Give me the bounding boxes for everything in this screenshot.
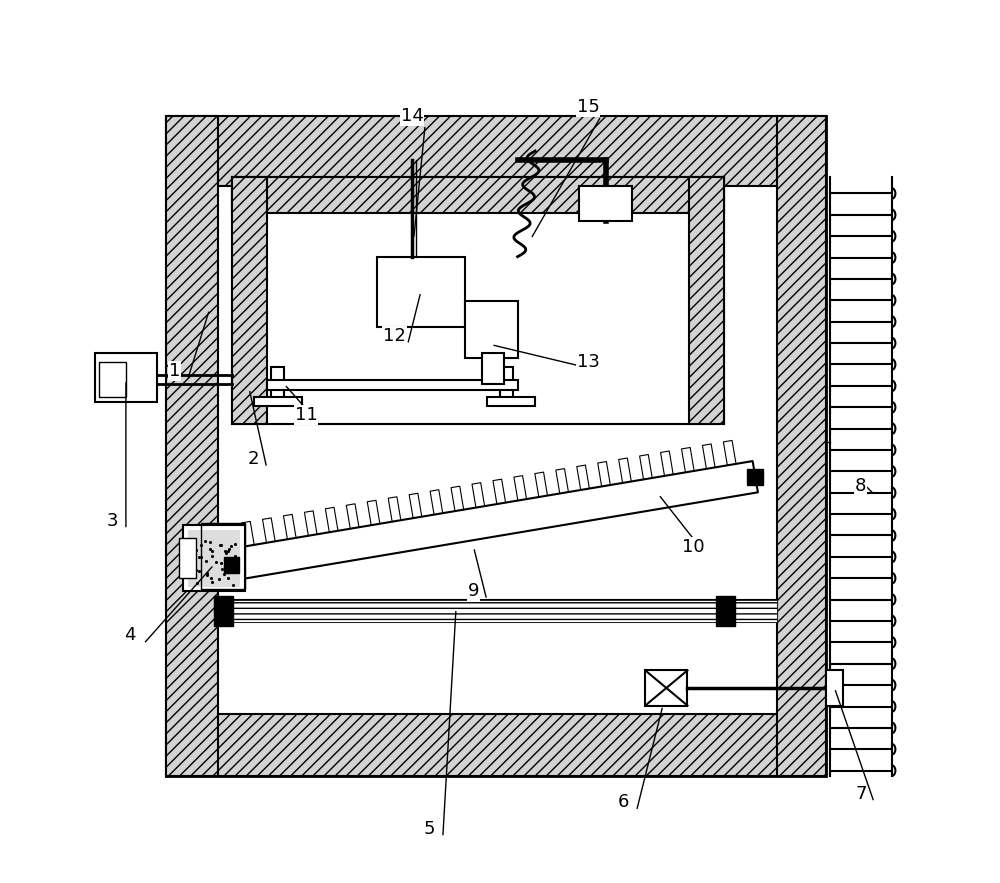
Point (212, 538, 228, 552)
Point (218, 546, 234, 560)
Point (199, 566, 215, 580)
Point (204, 544, 220, 558)
Point (213, 555, 229, 570)
Point (217, 558, 233, 572)
Text: 2: 2 (248, 450, 259, 468)
Bar (716, 595, 735, 626)
Bar (179, 539, 196, 578)
Point (199, 568, 215, 582)
Point (202, 535, 218, 549)
Bar (214, 595, 233, 626)
Text: 6: 6 (618, 794, 629, 811)
Point (204, 575, 220, 589)
Polygon shape (229, 461, 758, 580)
Bar (482, 353, 504, 384)
Bar (645, 670, 687, 706)
Text: 13: 13 (577, 353, 599, 371)
Point (188, 543, 204, 557)
Bar (95, 353, 157, 402)
Bar (579, 186, 632, 222)
Bar (777, 116, 826, 776)
Point (226, 557, 242, 571)
Text: 15: 15 (577, 98, 599, 116)
Point (189, 577, 205, 591)
Point (193, 538, 209, 552)
Bar (166, 116, 826, 776)
Point (208, 555, 224, 569)
Bar (232, 177, 267, 424)
Text: 9: 9 (468, 582, 479, 600)
Point (202, 542, 218, 556)
Bar (747, 469, 763, 485)
Text: 14: 14 (401, 107, 423, 125)
Point (198, 554, 214, 568)
Bar (99, 362, 126, 397)
Point (220, 544, 236, 558)
Point (218, 555, 234, 570)
Bar (218, 600, 777, 622)
Point (184, 562, 200, 577)
Bar (188, 530, 240, 586)
Point (227, 537, 243, 551)
Point (185, 549, 201, 563)
Text: 12: 12 (383, 327, 406, 345)
Point (214, 562, 230, 576)
Text: 1: 1 (169, 362, 180, 380)
Point (220, 570, 236, 585)
Text: 3: 3 (107, 512, 118, 530)
Bar (500, 366, 513, 402)
Point (223, 539, 239, 553)
Bar (232, 177, 724, 213)
Bar (166, 116, 218, 776)
Point (213, 538, 229, 552)
Point (191, 563, 207, 577)
Bar (487, 397, 535, 406)
Point (216, 567, 232, 581)
Bar (166, 714, 826, 776)
Point (203, 570, 219, 585)
Text: 5: 5 (424, 819, 435, 838)
Point (217, 544, 233, 558)
Bar (254, 397, 302, 406)
Text: 8: 8 (855, 477, 867, 494)
Point (221, 542, 237, 556)
Bar (689, 177, 724, 424)
Bar (465, 301, 518, 358)
Text: 4: 4 (125, 626, 136, 645)
Point (193, 549, 209, 563)
Text: 7: 7 (855, 785, 867, 803)
Bar (183, 525, 245, 591)
Bar (224, 557, 239, 573)
Text: 10: 10 (682, 538, 705, 556)
Text: 11: 11 (295, 406, 318, 424)
Point (188, 563, 204, 577)
Bar (377, 257, 465, 327)
Point (225, 577, 241, 592)
Bar (218, 600, 777, 622)
Bar (267, 380, 518, 390)
Point (227, 549, 243, 563)
Bar (166, 116, 826, 186)
Bar (271, 366, 284, 402)
Point (197, 534, 213, 548)
Point (186, 535, 202, 549)
Point (191, 549, 207, 563)
Bar (826, 670, 843, 706)
Bar (201, 524, 245, 589)
Point (204, 549, 220, 563)
Point (211, 572, 227, 586)
Bar (232, 177, 724, 424)
Point (218, 563, 234, 577)
